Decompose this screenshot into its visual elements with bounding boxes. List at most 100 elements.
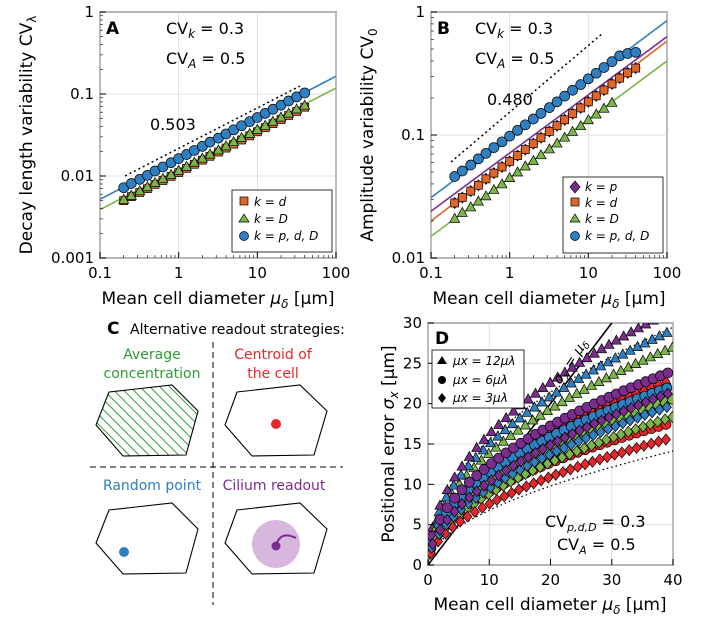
data-point-circle	[527, 113, 539, 125]
data-point-triangle	[590, 108, 602, 119]
random-point-dot	[119, 547, 129, 557]
data-point-diamond	[493, 469, 504, 482]
y-tick-label: 30	[403, 314, 422, 332]
data-point-diamond	[542, 457, 553, 470]
panel-a-xlabel: Mean cell diameter μδ [μm]	[101, 289, 334, 311]
panel-a-legend-1: k = D	[254, 212, 288, 226]
panel-c-tag: C	[107, 319, 119, 339]
data-point-diamond	[558, 466, 569, 479]
data-point-circle	[465, 159, 477, 171]
panel-d-legend-2: μx = 3μλ	[452, 391, 508, 405]
data-point-diamond	[626, 402, 636, 415]
data-point-circle	[662, 367, 673, 379]
data-point-square	[560, 115, 570, 125]
data-point-triangle	[598, 102, 610, 113]
data-point-diamond	[455, 515, 466, 528]
data-point-triangle	[644, 351, 656, 362]
cilium-base-dot	[271, 541, 281, 551]
data-point-square	[497, 162, 507, 172]
panel-b-legend-0: k = p	[585, 180, 618, 194]
data-point-diamond	[574, 424, 585, 437]
data-point-diamond	[593, 436, 604, 449]
data-point-triangle	[559, 131, 571, 142]
data-point-triangle	[478, 433, 490, 444]
data-point-diamond	[653, 435, 664, 448]
data-point-circle	[575, 79, 587, 90]
data-point-diamond	[662, 387, 673, 400]
fit-line	[431, 36, 667, 212]
x-tick-label: 0	[423, 571, 433, 589]
y-tick-label: 0	[412, 556, 422, 574]
panel-d-cv-pdd: CVp,d,D = 0.3	[545, 512, 646, 534]
q3-label: Random point	[103, 478, 202, 494]
data-point-diamond	[521, 480, 532, 493]
data-point-circle	[449, 492, 460, 504]
bound-curve	[428, 450, 673, 562]
data-point-diamond	[594, 453, 605, 466]
panel-b-points	[449, 46, 642, 223]
panel-b-legend-1: k = d	[585, 196, 618, 210]
data-point-diamond	[655, 390, 666, 403]
x-tick-label: 30	[602, 571, 621, 589]
data-point-triangle	[655, 311, 665, 320]
data-point-triangle	[543, 143, 555, 154]
data-point-circle	[567, 84, 578, 96]
data-point-diamond	[514, 463, 525, 476]
data-point-triangle	[647, 323, 659, 325]
data-point-triangle	[463, 450, 475, 461]
x-tick-label: 10	[480, 571, 499, 589]
data-point-triangle	[291, 103, 303, 114]
legend-triangle-icon	[569, 213, 581, 223]
data-point-diamond	[564, 448, 575, 461]
data-point-diamond	[640, 396, 651, 409]
data-point-diamond	[477, 501, 488, 514]
data-point-circle	[478, 464, 490, 475]
data-point-triangle	[566, 125, 579, 136]
data-point-diamond	[610, 420, 621, 433]
x-tick-label: 1	[505, 264, 515, 282]
data-point-square	[513, 151, 522, 160]
data-point-triangle	[456, 206, 468, 217]
data-point-triangle	[521, 406, 533, 417]
data-point-triangle	[630, 357, 642, 369]
data-point-diamond	[647, 406, 658, 419]
data-point-diamond	[471, 485, 482, 498]
data-point-diamond	[457, 498, 467, 511]
data-point-diamond	[667, 410, 673, 424]
data-point-diamond	[588, 429, 599, 442]
legend-square-icon	[570, 197, 580, 207]
y-tick-label: 25	[403, 354, 422, 372]
data-point-circle	[504, 130, 516, 142]
data-point-diamond	[479, 479, 489, 492]
q1-label-line2: concentration	[104, 366, 201, 382]
data-point-circle	[544, 102, 555, 113]
data-point-triangle	[535, 149, 547, 160]
data-point-diamond	[515, 455, 526, 468]
legend-square-icon	[239, 196, 249, 206]
data-point-triangle	[441, 483, 453, 495]
data-point-triangle	[440, 491, 452, 502]
data-point-diamond	[654, 403, 665, 416]
legend-circle-icon	[239, 231, 249, 241]
x-tick-label: 100	[322, 264, 351, 282]
y-tick-label: 0.1	[70, 85, 94, 103]
panel-d-cv-a: CVA = 0.5	[557, 535, 636, 557]
y-tick-label: 0.01	[61, 167, 94, 185]
panel-d-ticks: 0 10 20 30 40 0 5 10 15 20 25 30	[403, 314, 683, 589]
q2-label-line1: Centroid of	[234, 347, 313, 363]
centroid-dot	[271, 419, 281, 429]
q1-label-line1: Average	[123, 347, 181, 363]
panel-d-tag: D	[435, 329, 449, 349]
data-point-diamond	[589, 417, 600, 430]
y-tick-label: 1	[84, 3, 94, 21]
data-point-diamond	[491, 493, 502, 506]
data-point-triangle	[497, 435, 509, 446]
panel-a-slope-label: 0.503	[150, 115, 196, 134]
x-tick-label: 1	[174, 264, 184, 282]
data-point-diamond	[557, 451, 568, 464]
data-point-triangle	[519, 419, 531, 430]
data-point-diamond	[632, 411, 643, 424]
data-point-triangle	[449, 471, 461, 482]
